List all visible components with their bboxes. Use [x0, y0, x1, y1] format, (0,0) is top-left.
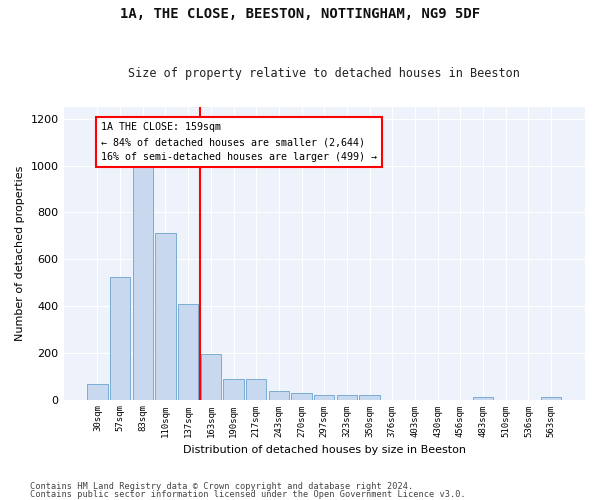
Bar	[133, 166, 153, 400]
Text: 1A THE CLOSE: 159sqm
← 84% of detached houses are smaller (2,644)
16% of semi-de: 1A THE CLOSE: 159sqm ← 84% of detached h…	[101, 122, 377, 162]
Text: 1A, THE CLOSE, BEESTON, NOTTINGHAM, NG9 5DF: 1A, THE CLOSE, BEESTON, NOTTINGHAM, NG9 …	[120, 8, 480, 22]
Title: Size of property relative to detached houses in Beeston: Size of property relative to detached ho…	[128, 66, 520, 80]
X-axis label: Distribution of detached houses by size in Beeston: Distribution of detached houses by size …	[183, 445, 466, 455]
Text: Contains HM Land Registry data © Crown copyright and database right 2024.: Contains HM Land Registry data © Crown c…	[30, 482, 413, 491]
Bar	[292, 392, 312, 400]
Text: Contains public sector information licensed under the Open Government Licence v3: Contains public sector information licen…	[30, 490, 466, 499]
Bar	[359, 395, 380, 400]
Bar	[223, 379, 244, 400]
Bar	[155, 234, 176, 400]
Bar	[541, 397, 561, 400]
Bar	[178, 304, 199, 400]
Bar	[314, 395, 334, 400]
Bar	[269, 390, 289, 400]
Bar	[87, 384, 107, 400]
Bar	[337, 396, 357, 400]
Y-axis label: Number of detached properties: Number of detached properties	[15, 166, 25, 341]
Bar	[473, 397, 493, 400]
Bar	[110, 276, 130, 400]
Bar	[200, 354, 221, 400]
Bar	[246, 379, 266, 400]
